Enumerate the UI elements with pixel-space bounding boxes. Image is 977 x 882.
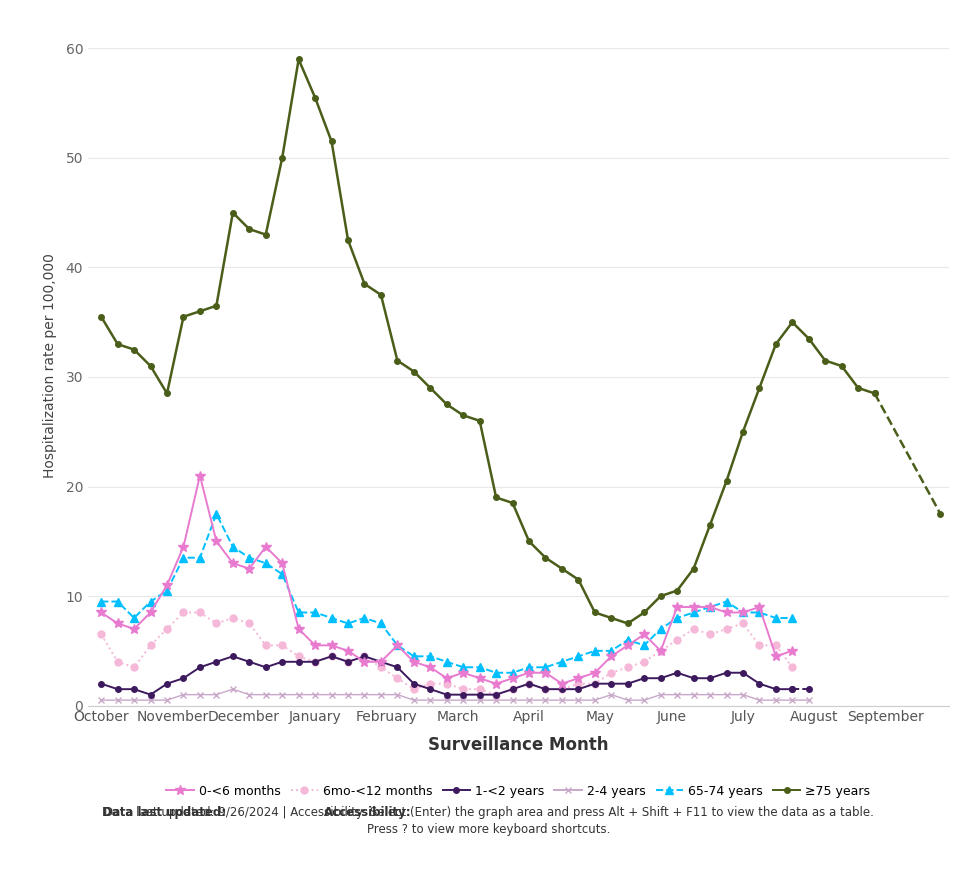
Legend: 0-<6 months, 6mo-<12 months, 1-<2 years, 2-4 years, 65-74 years, ≥75 years: 0-<6 months, 6mo-<12 months, 1-<2 years,… bbox=[161, 780, 874, 803]
Y-axis label: Hospitalization rate per 100,000: Hospitalization rate per 100,000 bbox=[43, 254, 57, 478]
Text: Data last updated:: Data last updated: bbox=[103, 806, 226, 818]
Text: Accessibility:: Accessibility: bbox=[323, 806, 411, 818]
Text: Press ? to view more keyboard shortcuts.: Press ? to view more keyboard shortcuts. bbox=[367, 824, 610, 836]
X-axis label: Surveillance Month: Surveillance Month bbox=[428, 736, 608, 753]
Text: Data last updated: 9/26/2024 | Accessibility: Select (Enter) the graph area and : Data last updated: 9/26/2024 | Accessibi… bbox=[104, 806, 873, 818]
